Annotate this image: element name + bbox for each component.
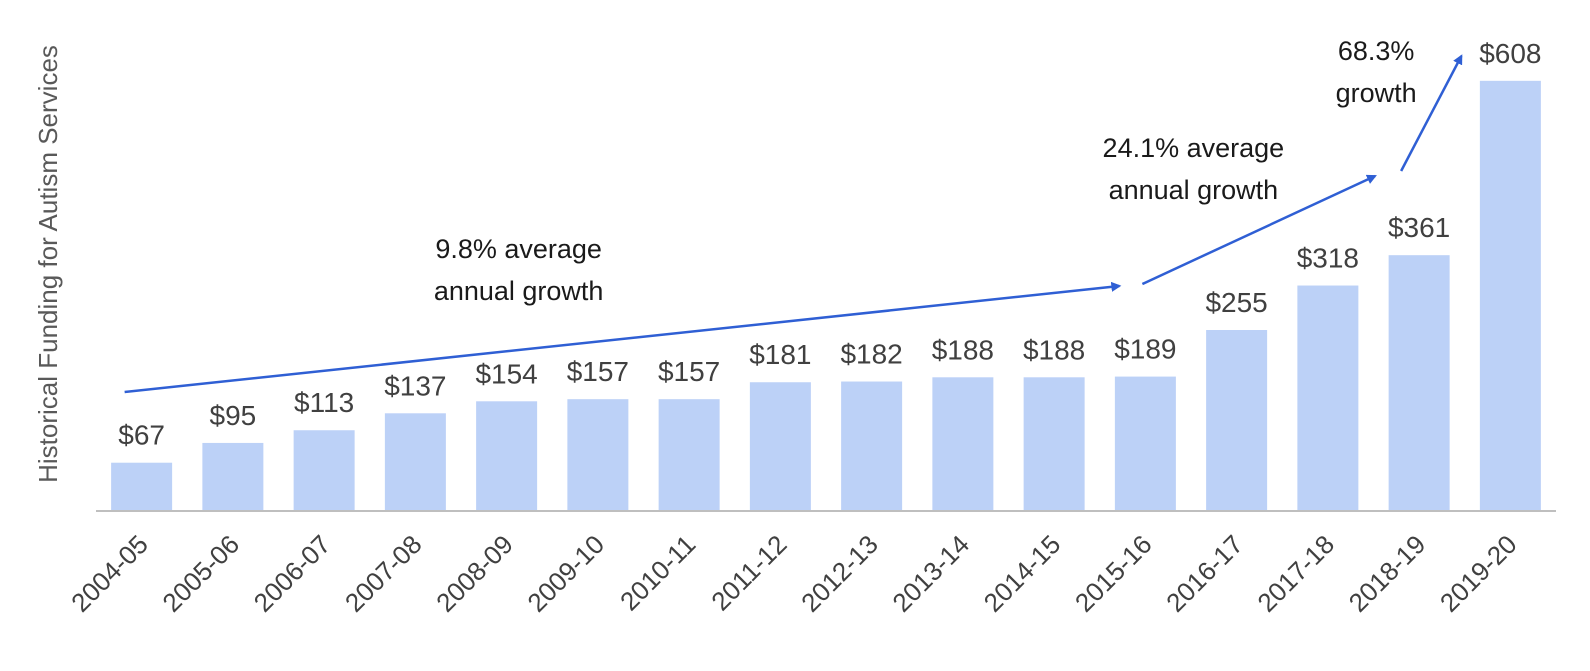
- growth-arrow-3: [1400, 54, 1463, 172]
- x-tick-2007-08: 2007-08: [339, 529, 428, 618]
- bar-2004-05: [111, 462, 173, 510]
- value-labels-group: $67 $95 $113 $137 $154 $157 $157 $181 $182 $188 $1…: [118, 38, 1541, 451]
- bar-2011-12: [749, 382, 811, 510]
- data-label-2006-07: $113: [294, 387, 354, 418]
- x-tick-2019-20: 2019-20: [1434, 529, 1523, 618]
- annotation-2-line-2: annual growth: [1109, 175, 1279, 205]
- growth-arrow-2: [1141, 174, 1377, 286]
- data-label-2015-16: $189: [1114, 334, 1176, 365]
- data-label-2018-19: $361: [1388, 212, 1450, 243]
- data-label-2019-20: $608: [1479, 38, 1541, 69]
- data-label-2007-08: $137: [384, 370, 446, 401]
- x-tick-2013-14: 2013-14: [886, 529, 975, 618]
- bar-2017-18: [1297, 285, 1359, 510]
- bar-2009-10: [567, 399, 629, 510]
- data-label-2017-18: $318: [1297, 243, 1359, 274]
- annotation-3-line-1: 68.3%: [1338, 36, 1415, 66]
- x-tick-2010-11: 2010-11: [614, 529, 701, 616]
- data-label-2009-10: $157: [567, 356, 629, 387]
- x-tick-2018-19: 2018-19: [1343, 529, 1432, 618]
- x-tick-2012-13: 2012-13: [795, 529, 884, 618]
- x-tick-2017-18: 2017-18: [1251, 529, 1340, 618]
- bars-group: [111, 80, 1541, 510]
- bar-2012-13: [841, 381, 903, 510]
- data-label-2011-12: $181: [749, 339, 811, 370]
- data-label-2012-13: $182: [840, 339, 902, 370]
- bar-2008-09: [476, 401, 538, 510]
- annotation-3-line-2: growth: [1336, 78, 1417, 108]
- data-label-2014-15: $188: [1023, 334, 1085, 365]
- growth-arrows-group: [124, 54, 1463, 394]
- bar-2006-07: [293, 430, 355, 510]
- annotations-group: 9.8% average annual growth 24.1% average an…: [434, 36, 1417, 306]
- x-tick-2004-05: 2004-05: [65, 529, 154, 618]
- x-tick-2011-12: 2011-12: [705, 529, 792, 616]
- bar-2005-06: [202, 442, 264, 510]
- x-tick-2009-10: 2009-10: [521, 529, 610, 618]
- x-tick-2008-09: 2008-09: [430, 529, 519, 618]
- x-tick-2016-17: 2016-17: [1160, 529, 1249, 618]
- x-tick-2014-15: 2014-15: [978, 529, 1067, 618]
- y-axis-label: Historical Funding for Autism Services: [33, 45, 63, 483]
- bar-2014-15: [1023, 377, 1085, 510]
- data-label-2008-09: $154: [475, 358, 537, 389]
- data-label-2013-14: $188: [932, 334, 994, 365]
- growth-arrow-1: [124, 281, 1122, 394]
- data-label-2016-17: $255: [1205, 287, 1267, 318]
- data-label-2005-06: $95: [210, 400, 257, 431]
- bar-2007-08: [384, 413, 446, 510]
- bar-2019-20: [1479, 80, 1541, 510]
- annotation-1-line-1: 9.8% average: [435, 234, 602, 264]
- data-label-2010-11: $157: [658, 356, 720, 387]
- x-tick-2006-07: 2006-07: [248, 529, 337, 618]
- x-tick-labels-group: 2004-05 2005-06 2006-07 2007-08 2008-09 2009-…: [65, 529, 1522, 618]
- bar-2013-14: [932, 377, 994, 510]
- bar-2018-19: [1388, 255, 1450, 510]
- annotation-2-line-1: 24.1% average: [1103, 133, 1285, 163]
- annotation-1-line-2: annual growth: [434, 276, 604, 306]
- bar-2016-17: [1206, 330, 1268, 510]
- bar-2015-16: [1114, 376, 1176, 510]
- x-tick-2005-06: 2005-06: [156, 529, 245, 618]
- x-tick-2015-16: 2015-16: [1069, 529, 1158, 618]
- bar-2010-11: [658, 399, 720, 510]
- data-label-2004-05: $67: [118, 420, 165, 451]
